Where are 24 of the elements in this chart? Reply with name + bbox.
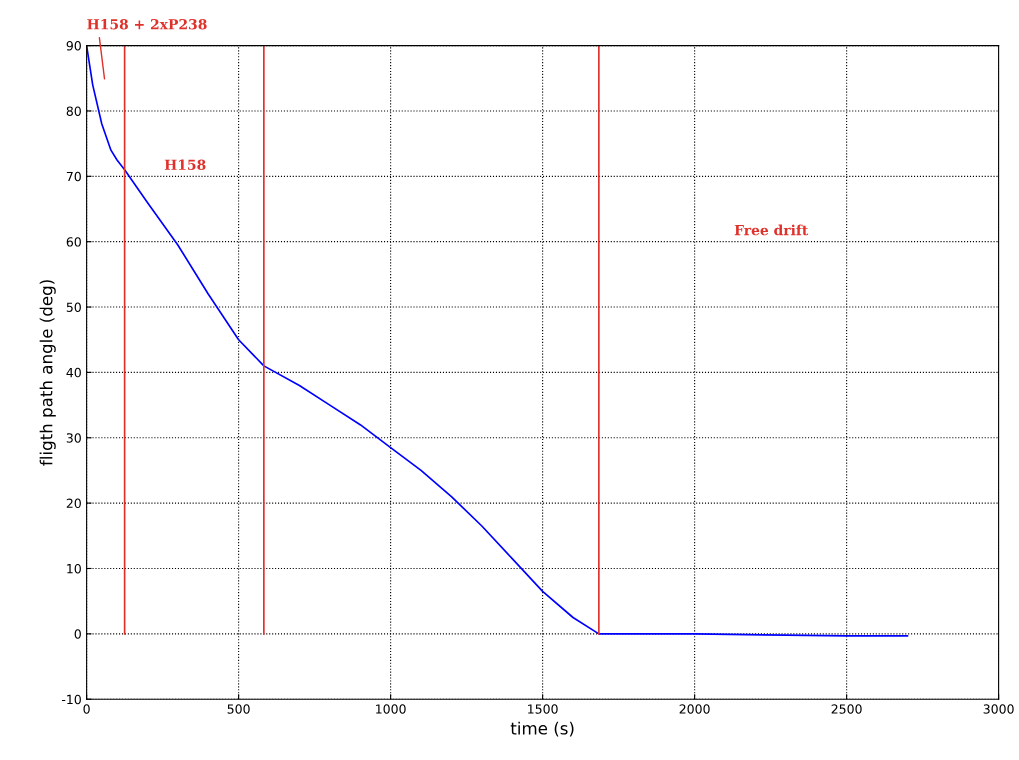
text: H158 + 2xP238 — [87, 18, 207, 30]
y-axis-title: fligth path angle (deg) — [39, 280, 56, 466]
y-tick-label: 70 — [66, 171, 81, 182]
x-tick-label: 3000 — [983, 704, 1014, 714]
y-tick-label: 10 — [67, 563, 81, 574]
line-series — [86, 45, 909, 637]
y-tick-label: 0 — [74, 629, 81, 639]
y-tick-label: 20 — [66, 498, 81, 509]
y-tick-label: 80 — [66, 106, 81, 116]
y-tick-label: 40 — [66, 367, 81, 378]
x-tick-label: 1000 — [376, 704, 406, 714]
annotation: H158 — [164, 159, 206, 170]
annotation: Free drift — [734, 224, 809, 236]
x-tick-label: 2500 — [831, 704, 862, 714]
x-tick-label: 1500 — [528, 704, 558, 714]
y-tick-label: 60 — [66, 237, 81, 247]
y-tick-label: -10 — [61, 694, 81, 705]
y-tick-label: 50 — [66, 302, 81, 312]
x-tick-label: 2000 — [679, 704, 710, 714]
y-tick-label: 30 — [66, 433, 81, 443]
x-axis-title: time (s) — [510, 721, 574, 737]
x-tick-label: 0 — [83, 704, 90, 714]
y-tick-label: 90 — [66, 41, 81, 51]
x-tick-label: 500 — [227, 704, 250, 714]
